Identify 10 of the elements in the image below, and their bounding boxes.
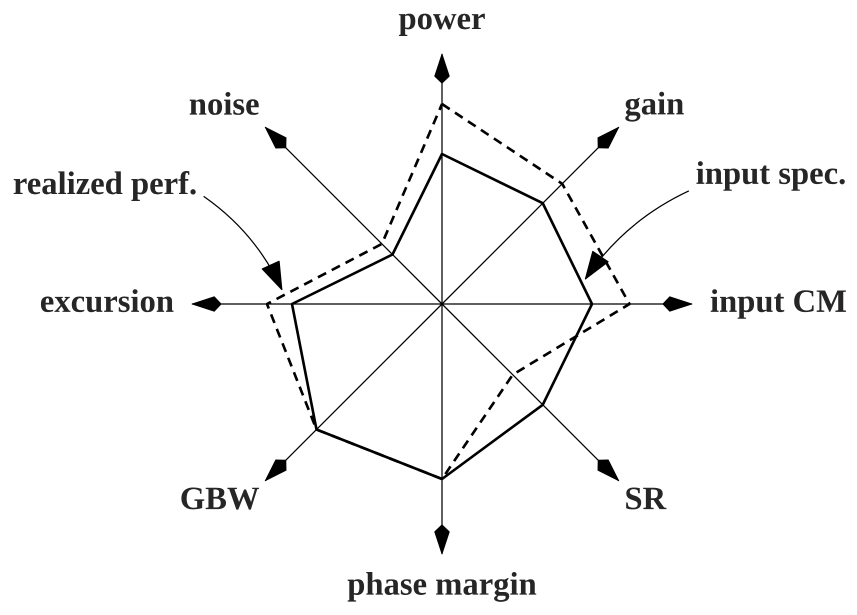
spoke-label: power <box>398 14 485 36</box>
text: realized perf. <box>14 171 196 201</box>
text: input spec. <box>696 161 845 191</box>
spoke-label: gain <box>625 92 684 122</box>
spoke-label: phase margin <box>348 572 536 602</box>
spoke-label: excursion <box>40 289 174 312</box>
spoke-label: noise <box>190 92 259 115</box>
spoke-label: input CM <box>710 289 846 319</box>
spoke-label: SR <box>626 487 666 510</box>
spoke-label: GBW <box>181 487 260 510</box>
